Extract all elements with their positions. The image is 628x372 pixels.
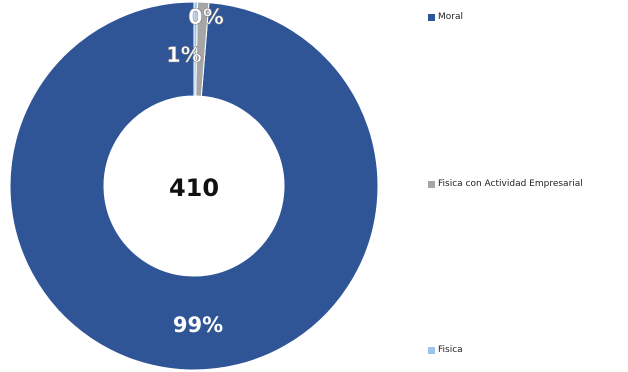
slice-moral (9, 1, 379, 371)
slice-label-moral: 99% (173, 313, 223, 337)
legend-swatch (428, 180, 435, 188)
slice-labels: 99% 1% 0% (166, 5, 224, 337)
legend-item-fisica-con-actividad-empresarial: Fisica con Actividad Empresarial (428, 177, 583, 191)
legend-label: Moral (438, 12, 463, 22)
legend-label: Fisica con Actividad Empresarial (438, 179, 583, 189)
donut-slices (9, 1, 379, 371)
slice-fisica (193, 1, 198, 97)
legend-swatch (428, 13, 435, 21)
legend-swatch (428, 346, 435, 354)
legend-item-fisica: Fisica (428, 343, 463, 357)
legend-item-moral: Moral (428, 10, 463, 24)
legend-label: Fisica (438, 345, 463, 355)
slice-label-fisica: 0% (188, 5, 224, 29)
center-total-label: 410 (169, 174, 219, 202)
slice-label-fisica-con-actividad-empresarial: 1% (166, 43, 202, 67)
